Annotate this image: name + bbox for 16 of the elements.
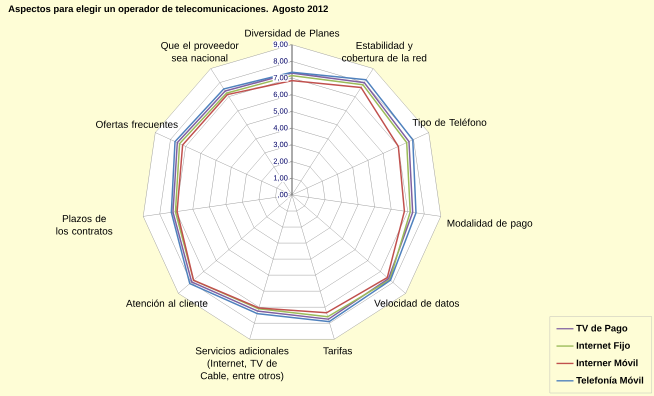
legend-label: Interner Móvil [576,359,638,366]
spoke-label: Plazos de los contratos [56,214,112,235]
spoke-label: Tarifas [323,347,352,354]
legend-label: TV de Pago [576,324,628,334]
spoke-label: Que el proveedor sea nacional [161,42,239,62]
spoke-label: Tipo de Teléfono [412,118,486,128]
spoke-label: Servicios adicionales (Internet, TV de Cable, entre otros) [196,347,289,382]
chart-title: Aspectos para elegir un operador de telecomunicaciones. Agosto 2012 [8,5,328,14]
legend-label: Telefonía Móvil [576,376,644,384]
spoke-label: Modalidad de pago [448,219,532,229]
spoke-label: Velocidad de datos [374,299,460,307]
spoke-label: Diversidad de Planes [245,29,340,37]
spoke-label: Ofertas frecuentes [96,120,178,128]
legend-label: Internet Fijo [576,342,630,351]
spoke-label: Estabilidad y cobertura de la red [342,42,426,62]
spoke-label: Atención al cliente [126,299,208,307]
